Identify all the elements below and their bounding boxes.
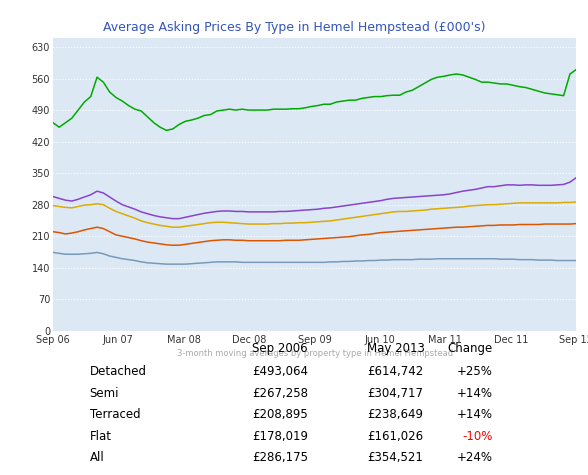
Text: £208,895: £208,895 bbox=[252, 408, 308, 421]
Text: -10%: -10% bbox=[462, 430, 493, 443]
Text: £286,175: £286,175 bbox=[252, 451, 308, 465]
Text: £304,717: £304,717 bbox=[367, 387, 423, 399]
Text: +24%: +24% bbox=[456, 451, 493, 465]
Text: £493,064: £493,064 bbox=[252, 365, 308, 378]
Text: £614,742: £614,742 bbox=[367, 365, 423, 378]
Text: £161,026: £161,026 bbox=[367, 430, 423, 443]
Text: +14%: +14% bbox=[456, 387, 493, 399]
Text: May 2013: May 2013 bbox=[367, 342, 425, 355]
Text: All: All bbox=[89, 451, 104, 465]
Text: Sep 2006: Sep 2006 bbox=[252, 342, 308, 355]
Text: Semi: Semi bbox=[89, 387, 119, 399]
Text: £238,649: £238,649 bbox=[367, 408, 423, 421]
Text: £354,521: £354,521 bbox=[367, 451, 423, 465]
Text: Terraced: Terraced bbox=[89, 408, 140, 421]
Text: Change: Change bbox=[447, 342, 493, 355]
Text: +14%: +14% bbox=[456, 408, 493, 421]
Text: £178,019: £178,019 bbox=[252, 430, 308, 443]
Text: +25%: +25% bbox=[457, 365, 493, 378]
Text: Average Asking Prices By Type in Hemel Hempstead (£000's): Average Asking Prices By Type in Hemel H… bbox=[103, 21, 485, 34]
Text: £267,258: £267,258 bbox=[252, 387, 308, 399]
Text: Flat: Flat bbox=[89, 430, 112, 443]
X-axis label: 3-month moving averages by property type in Hemel Hempstead: 3-month moving averages by property type… bbox=[176, 349, 453, 358]
Text: Detached: Detached bbox=[89, 365, 146, 378]
